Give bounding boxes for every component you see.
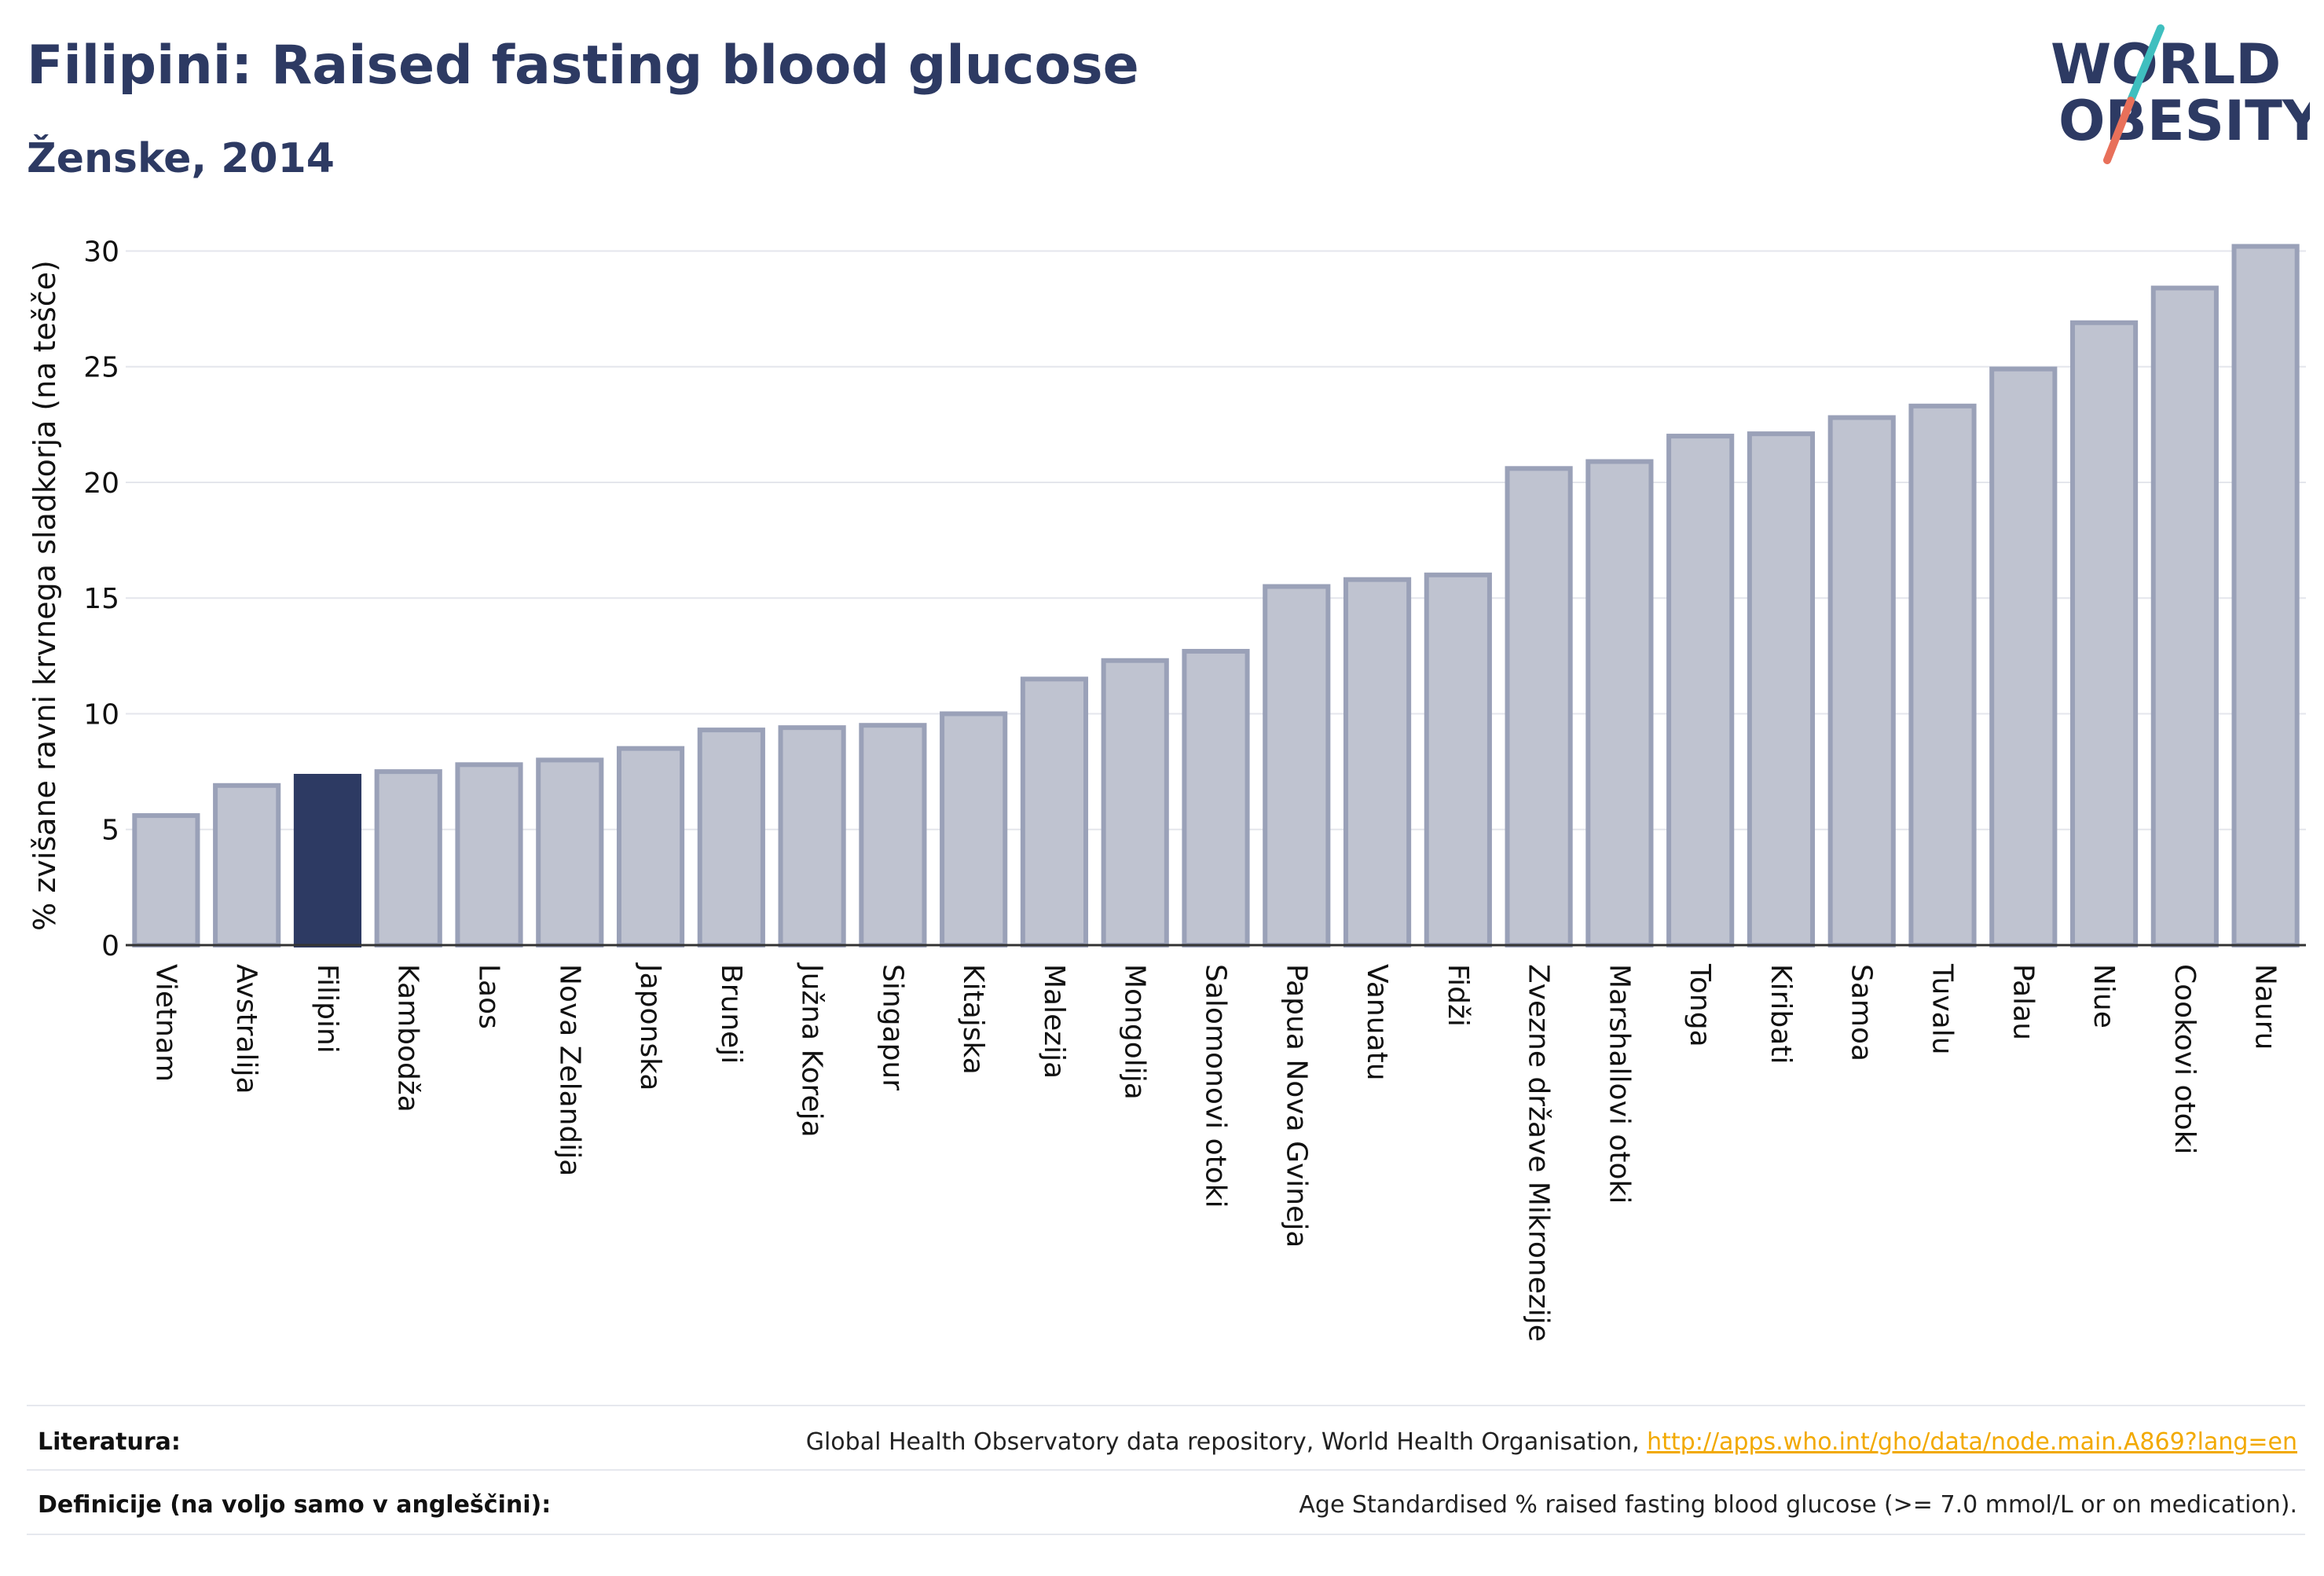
bar-niue	[2069, 320, 2139, 948]
bar-nauru	[2231, 244, 2300, 947]
x-tick-label: Samoa	[1846, 964, 1878, 1061]
footer-divider-bottom	[27, 1534, 2305, 1535]
bar-laos	[455, 762, 523, 947]
bar-marshallovi-otoki	[1585, 459, 1654, 947]
bar-tonga	[1666, 434, 1735, 947]
bar-vanuatu	[1343, 577, 1412, 947]
bar-samoa	[1827, 415, 1896, 947]
x-tick-label: Kiribati	[1765, 964, 1797, 1064]
x-tick-label: Singapur	[876, 964, 908, 1090]
definicije-value: Age Standardised % raised fasting blood …	[1299, 1491, 2297, 1519]
y-tick-label: 30	[83, 236, 119, 268]
x-tick-label: Laos	[473, 964, 505, 1029]
logo-line1: WORLD	[2051, 32, 2281, 97]
bar-japonska	[616, 746, 685, 948]
y-tick-label: 25	[83, 352, 119, 384]
x-tick-label: Zvezne države Mikronezije	[1523, 964, 1555, 1342]
x-tick-label: Tonga	[1684, 963, 1716, 1047]
x-tick-label: Mongolija	[1119, 964, 1151, 1100]
x-tick-label: Papua Nova Gvineja	[1280, 964, 1312, 1248]
logo-accent-stroke-top	[2127, 24, 2165, 104]
x-tick-label: Japonska	[634, 962, 666, 1090]
bar-malezija	[1020, 676, 1089, 947]
page-title: Filipini: Raised fasting blood glucose	[27, 35, 1139, 97]
bar-salomonovi-otoki	[1182, 648, 1250, 948]
bar-kitajska	[940, 711, 1008, 948]
x-tick-label: Brunejі	[715, 964, 747, 1064]
x-tick-label: Južna Koreja	[796, 962, 828, 1138]
x-tick-label: Marshallovi otoki	[1603, 964, 1635, 1204]
y-tick-label: 0	[101, 930, 119, 962]
bar-avstralija	[213, 783, 281, 947]
x-tick-label: Malezija	[1038, 964, 1070, 1079]
y-tick-label: 20	[83, 467, 119, 500]
footer-divider-middle	[27, 1469, 2305, 1471]
x-tick-label: Avstralija	[230, 964, 262, 1094]
footer-divider-top	[27, 1405, 2305, 1406]
literatura-value: Global Health Observatory data repositor…	[806, 1428, 2297, 1456]
x-tick-label: Niue	[2088, 964, 2120, 1028]
y-tick-label: 15	[83, 583, 119, 615]
literatura-link[interactable]: http://apps.who.int/gho/data/node.main.A…	[1647, 1428, 2297, 1456]
bar-filipini	[293, 774, 362, 948]
world-obesity-logo: WORLD OBESITY	[2051, 24, 2310, 164]
x-tick-label: Nova Zelandija	[553, 964, 585, 1176]
x-tick-label: Salomonovi otoki	[1200, 964, 1232, 1208]
bar-tuvalu	[1908, 403, 1977, 947]
literatura-text: Global Health Observatory data repositor…	[805, 1428, 1648, 1456]
axis-layer: 0 5 10 15 20 25 30 Vietnam Avstralija Filipini Kam…	[83, 236, 2306, 1342]
logo-accent-stroke-bottom	[2103, 97, 2135, 164]
bar-kambodža	[374, 769, 442, 948]
bar-južna-koreja	[778, 725, 846, 947]
bar-brunejі	[697, 728, 765, 947]
bar-vietnam	[132, 813, 200, 947]
x-tick-label: Kitajska	[957, 964, 989, 1075]
page-subtitle: Ženske, 2014	[27, 135, 335, 182]
x-tick-label: Tuvalu	[1926, 963, 1959, 1055]
x-tick-label: Cookovi otoki	[2168, 964, 2201, 1155]
bar-singapur	[859, 723, 927, 947]
bar-cookovi-otoki	[2150, 285, 2219, 947]
bar-papua-nova-gvineja	[1263, 584, 1331, 947]
bars-layer	[132, 244, 2300, 948]
literatura-label: Literatura:	[38, 1428, 181, 1456]
definicije-label: Definicije (na voljo samo v angleščini):	[38, 1491, 552, 1519]
bar-nova-zelandija	[536, 757, 604, 947]
x-tick-label: Vanuatu	[1361, 964, 1393, 1081]
x-tick-label: Palau	[2007, 964, 2039, 1040]
y-axis-label: % zvišane ravni krvnega sladkorja (na te…	[27, 260, 62, 931]
x-tick-label: Nauru	[2249, 964, 2282, 1050]
bar-palau	[1989, 366, 2058, 947]
y-tick-label: 5	[101, 815, 119, 847]
bar-zvezne-države-mikronezije	[1505, 466, 1573, 947]
bar-mongolija	[1101, 658, 1169, 948]
x-tick-label: Kambodža	[392, 964, 424, 1112]
bar-kiribati	[1747, 431, 1816, 947]
logo-line2: OBESITY	[2058, 89, 2310, 153]
bar-chart: 0 5 10 15 20 25 30 Vietnam Avstralija Filipini Kam…	[27, 236, 2306, 1342]
x-tick-label: Vietnam	[149, 964, 181, 1082]
x-tick-label: Fidži	[1442, 964, 1474, 1027]
x-tick-label: Filipini	[311, 964, 343, 1054]
y-tick-label: 10	[83, 698, 119, 731]
bar-fidži	[1424, 572, 1492, 947]
